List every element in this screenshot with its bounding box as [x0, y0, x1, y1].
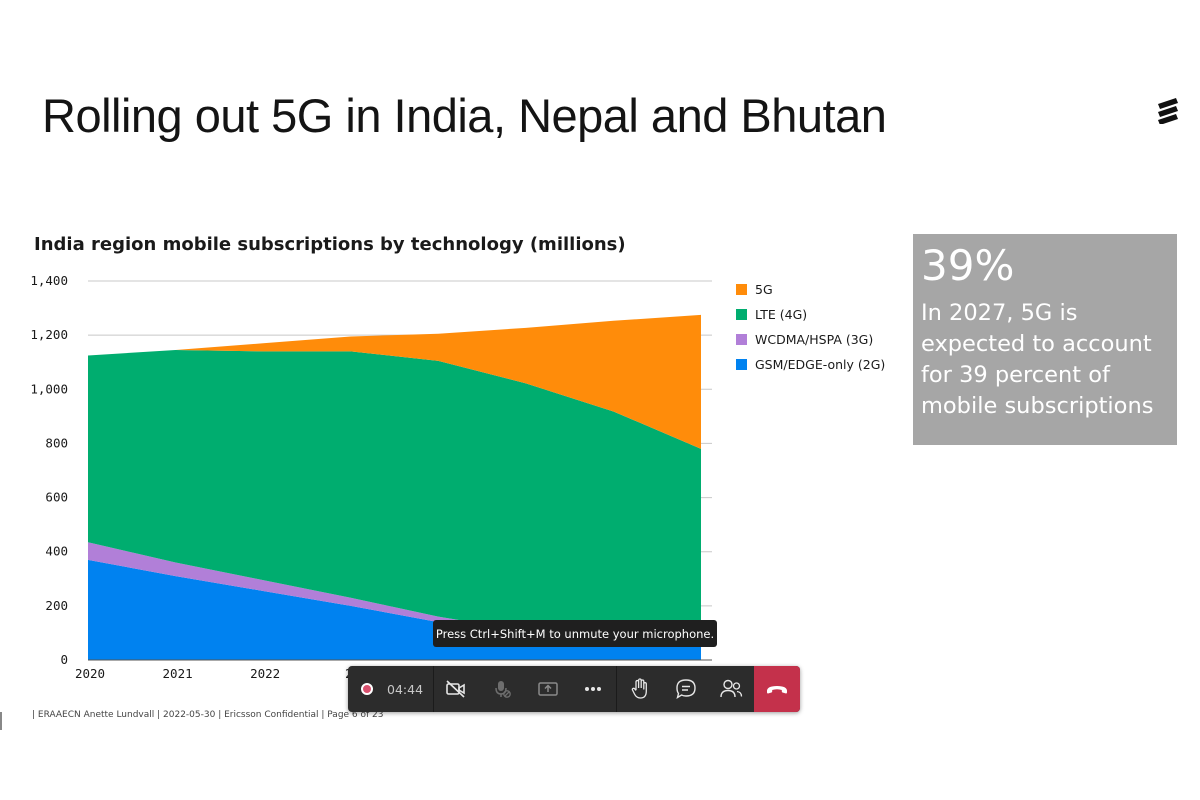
area-series-5g — [88, 314, 701, 449]
legend-item-lte: LTE (4G) — [736, 302, 885, 327]
microphone-button[interactable] — [479, 666, 525, 712]
x-tick-label: 2022 — [250, 666, 280, 681]
chat-button[interactable] — [663, 666, 709, 712]
legend-label-wcdma: WCDMA/HSPA (3G) — [755, 332, 874, 347]
legend-label-5g: 5G — [755, 282, 773, 297]
chart-title: India region mobile subscriptions by tec… — [34, 234, 626, 255]
chat-icon — [676, 679, 696, 700]
y-tick-label: 400 — [45, 544, 68, 559]
y-tick-label: 1,000 — [30, 381, 68, 396]
camera-button[interactable] — [434, 666, 480, 712]
hang-up-icon — [767, 686, 788, 694]
recording-indicator: 04:44 — [348, 666, 434, 712]
legend-item-5g: 5G — [736, 277, 885, 302]
camera-off-icon — [446, 680, 466, 698]
record-icon — [361, 683, 373, 695]
x-tick-label: 2020 — [75, 666, 105, 681]
stat-box: 39% In 2027, 5G is expected to account f… — [913, 234, 1177, 445]
legend-item-wcdma: WCDMA/HSPA (3G) — [736, 327, 885, 352]
chart-legend: 5G LTE (4G) WCDMA/HSPA (3G) GSM/EDGE-onl… — [736, 277, 885, 377]
y-tick-label: 200 — [45, 598, 68, 613]
y-tick-label: 0 — [60, 652, 68, 667]
participants-button[interactable] — [709, 666, 755, 712]
x-tick-label: 2021 — [163, 666, 193, 681]
unmute-tooltip: Press Ctrl+Shift+M to unmute your microp… — [433, 620, 717, 647]
more-options-button[interactable] — [571, 666, 617, 712]
legend-label-lte: LTE (4G) — [755, 307, 808, 322]
legend-label-gsm: GSM/EDGE-only (2G) — [755, 357, 886, 372]
control-separator — [616, 666, 618, 712]
raise-hand-icon — [631, 678, 648, 699]
legend-swatch-lte — [736, 309, 747, 320]
y-tick-label: 1,400 — [30, 273, 68, 288]
y-tick-label: 800 — [45, 435, 68, 450]
share-screen-button[interactable] — [525, 666, 571, 712]
call-duration: 04:44 — [387, 681, 424, 697]
hang-up-button[interactable] — [754, 666, 800, 712]
raise-hand-button[interactable] — [617, 666, 663, 712]
legend-swatch-wcdma — [736, 334, 747, 345]
legend-item-gsm: GSM/EDGE-only (2G) — [736, 352, 885, 377]
y-tick-label: 600 — [45, 490, 68, 505]
legend-swatch-5g — [736, 284, 747, 295]
more-icon — [585, 687, 602, 691]
stat-description: In 2027, 5G is expected to account for 3… — [921, 300, 1154, 419]
ericsson-logo-icon — [1158, 98, 1178, 124]
mic-muted-icon — [495, 681, 511, 698]
participants-icon — [720, 679, 743, 698]
meeting-control-bar: 04:44 — [348, 666, 800, 712]
slide-footer: | ERAAECN Anette Lundvall | 2022-05-30 |… — [32, 710, 384, 720]
slide-title: Rolling out 5G in India, Nepal and Bhuta… — [42, 89, 887, 142]
stat-value: 39% — [921, 241, 1015, 290]
y-tick-label: 1,200 — [30, 327, 68, 342]
area-chart: 0 200 400 600 800 1,000 1,200 1,400 2020 2021 2022… — [30, 273, 715, 681]
area-series-lte-4g — [88, 350, 701, 646]
share-screen-icon — [537, 682, 558, 696]
area-series-gsm-edge-only-2g — [88, 559, 701, 660]
slide-edge-marker — [0, 712, 2, 730]
legend-swatch-gsm — [736, 359, 747, 370]
